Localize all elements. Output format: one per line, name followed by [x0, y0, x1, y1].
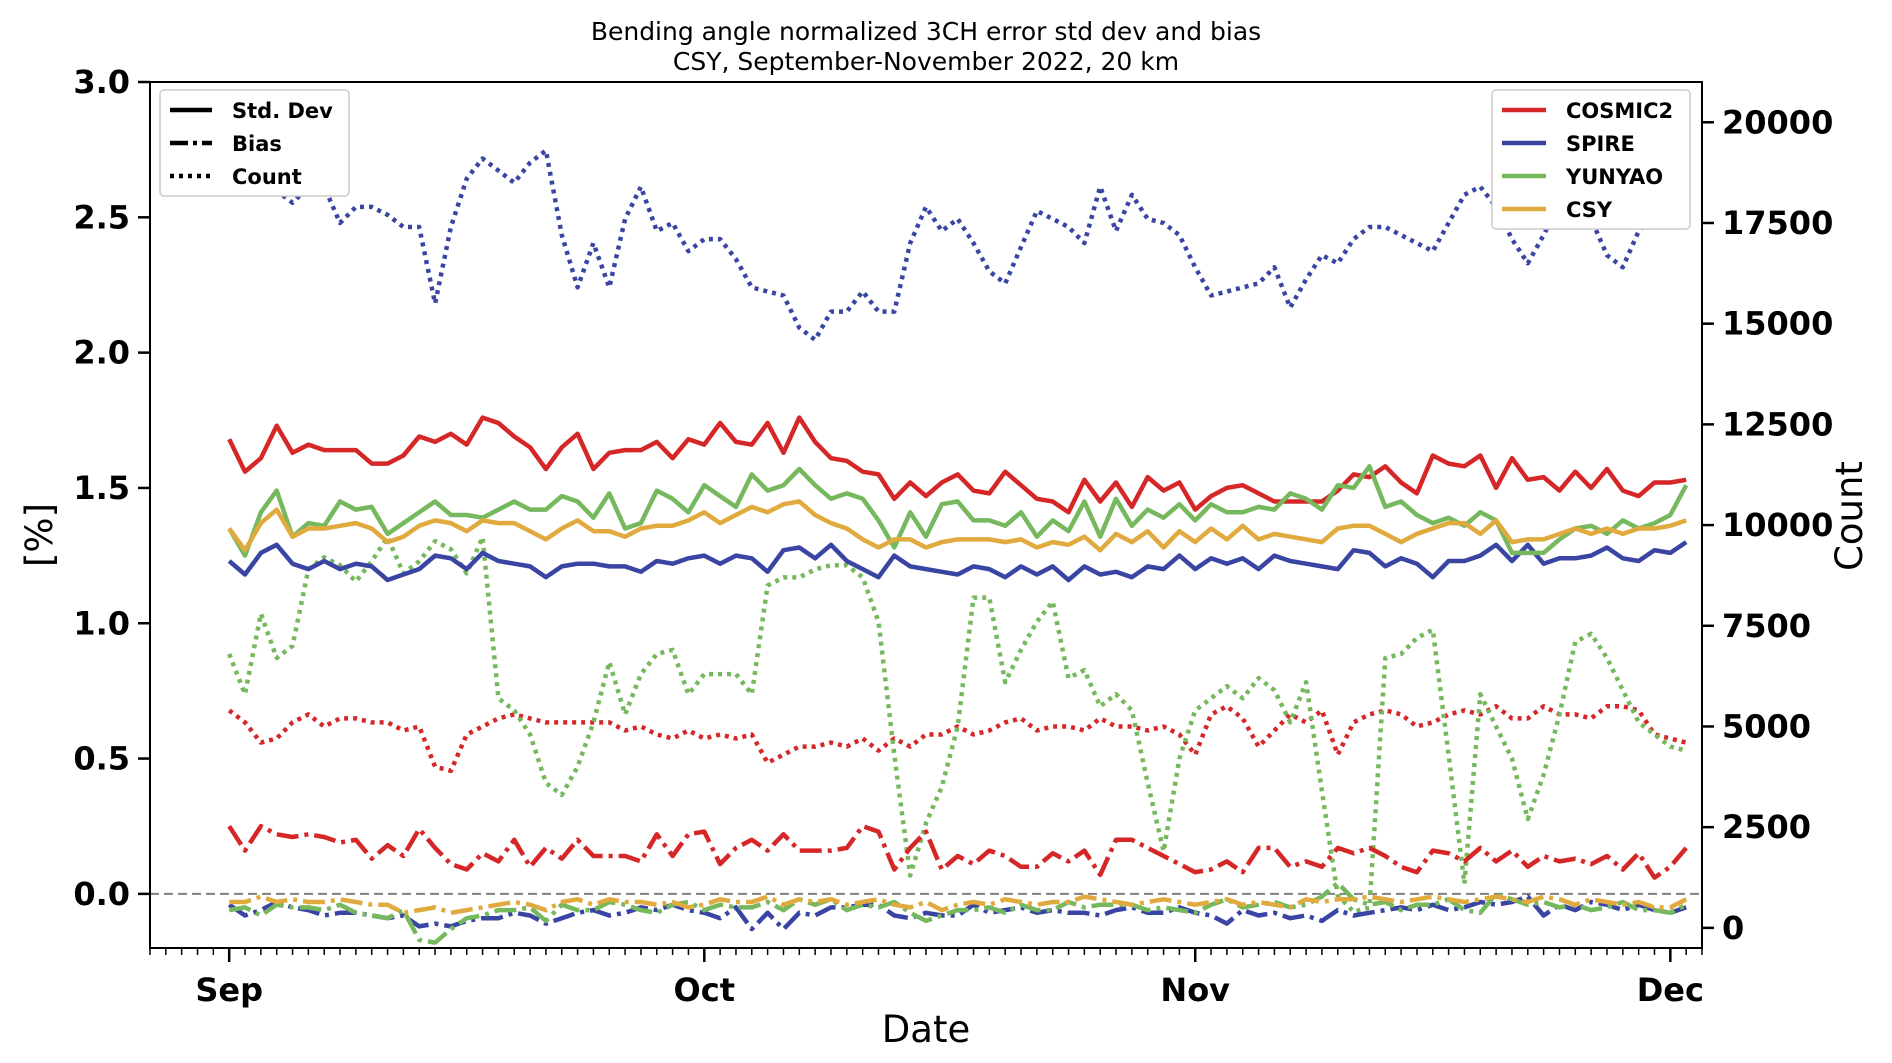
series-legend-box [1491, 89, 1691, 230]
y-right-tick-label: 5000 [1722, 707, 1811, 745]
y-left-tick-label: 1.0 [73, 604, 130, 642]
series-line-yunyao-bias [228, 880, 1688, 945]
y-left-tick-label: 1.5 [73, 469, 130, 507]
series-line-cosmic2-std-dev [227, 415, 1687, 515]
y-right-tick-label: 20000 [1722, 103, 1833, 141]
x-tick-label: Dec [1637, 971, 1704, 1009]
series-line-csy-bias [229, 894, 1688, 916]
style-legend-label: Std. Dev [232, 99, 333, 123]
x-tick-label: Nov [1160, 971, 1230, 1009]
series-lines [227, 148, 1689, 945]
series-line-cosmic2-bias [227, 823, 1688, 880]
chart-title: Bending angle normalized 3CH error std d… [591, 17, 1261, 46]
y-left-tick-label: 2.0 [73, 334, 130, 372]
x-axis-label: Date [882, 1008, 970, 1051]
series-line-yunyao-std-dev [227, 464, 1689, 558]
y-right-tick-label: 12500 [1722, 405, 1833, 443]
chart-subtitle: CSY, September-November 2022, 20 km [673, 47, 1179, 76]
y-right-tick-label: 7500 [1722, 607, 1811, 645]
series-line-spire-count [228, 148, 1688, 343]
series-line-cosmic2-count [227, 704, 1687, 774]
y-left-tick-label: 2.5 [73, 198, 130, 236]
style-legend-label: Count [232, 165, 302, 189]
y-axis-right-label: Count [1828, 461, 1871, 571]
y-axis-left-label: [%] [18, 503, 61, 567]
axes: 0.0 0.5 1.0 1.5 2.0 2.5 3.0 0 2500 5000 7500 10000 1… [73, 63, 1833, 1009]
style-legend-box [159, 89, 350, 197]
y-right-tick-label: 15000 [1722, 305, 1833, 343]
series-legend: COSMIC2 SPIRE YUNYAO CSY [1491, 89, 1691, 230]
y-left-tick-label: 0.0 [73, 875, 130, 913]
series-legend-label: SPIRE [1566, 132, 1635, 156]
y-right-tick-label: 2500 [1722, 808, 1811, 846]
series-legend-label: CSY [1566, 198, 1613, 222]
x-tick-label: Oct [674, 971, 735, 1009]
series-legend-label: YUNYAO [1565, 165, 1663, 189]
series-legend-label: COSMIC2 [1566, 99, 1673, 123]
y-left-tick-label: 0.5 [73, 740, 130, 778]
y-left-tick-label: 3.0 [73, 63, 130, 101]
style-legend-label: Bias [232, 132, 282, 156]
series-line-spire-bias [227, 894, 1687, 932]
style-legend: Std. Dev Bias Count [159, 89, 350, 197]
y-right-tick-label: 10000 [1722, 506, 1833, 544]
series-line-spire-std-dev [227, 540, 1688, 583]
x-tick-label: Sep [195, 971, 263, 1009]
y-right-tick-label: 0 [1722, 909, 1744, 947]
series-line-csy-std-dev [227, 499, 1687, 553]
y-right-tick-label: 17500 [1722, 204, 1833, 242]
